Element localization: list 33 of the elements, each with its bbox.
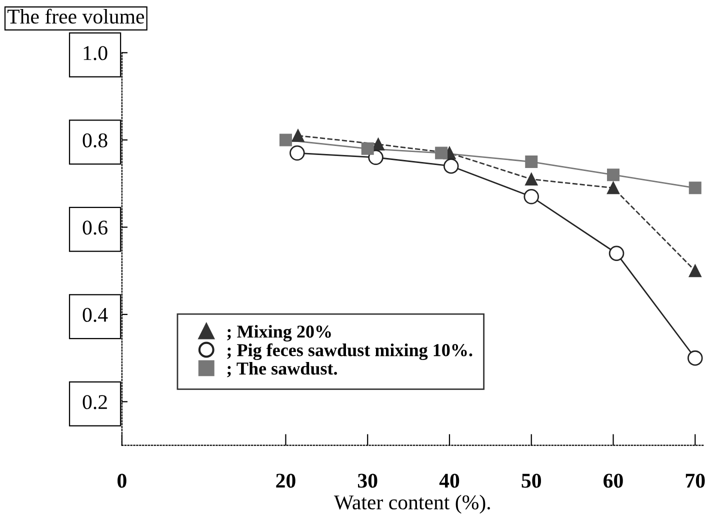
point xyxy=(688,350,703,366)
point xyxy=(525,156,538,168)
point xyxy=(607,168,620,182)
point xyxy=(443,158,459,174)
point xyxy=(607,182,620,194)
point xyxy=(368,150,384,166)
x-tick-label: 60 xyxy=(604,474,623,488)
x-tick-label: 50 xyxy=(522,474,541,488)
point xyxy=(279,134,292,146)
point xyxy=(290,145,305,161)
y-axis-title: The free volume xyxy=(7,8,144,24)
point xyxy=(435,146,448,160)
point xyxy=(608,246,624,262)
point xyxy=(524,189,540,204)
legend-label: ; The sawdust. xyxy=(227,362,337,378)
x-tick-label: 30 xyxy=(358,474,378,488)
point xyxy=(525,172,538,186)
y-tick-label: 0.4 xyxy=(82,308,108,322)
x-tick-label: 70 xyxy=(686,474,705,488)
y-tick-label: 0.8 xyxy=(82,133,108,148)
point xyxy=(361,142,374,155)
point xyxy=(292,129,304,142)
point xyxy=(688,182,702,194)
legend-label: ; Pig feces sawdust mixing 10%. xyxy=(227,343,472,360)
x-tick-label: 20 xyxy=(276,474,296,488)
point xyxy=(688,264,702,278)
y-tick-label: 0.2 xyxy=(82,395,107,410)
x-tick-label: 0 xyxy=(118,474,126,488)
x-tick-label: 40 xyxy=(439,474,460,488)
y-tick-label: 0.6 xyxy=(82,220,108,235)
legend-label: ; Mixing 20% xyxy=(227,325,331,342)
y-tick-label: 1.0 xyxy=(84,46,108,60)
x-axis-title: Water content (%). xyxy=(334,494,490,514)
